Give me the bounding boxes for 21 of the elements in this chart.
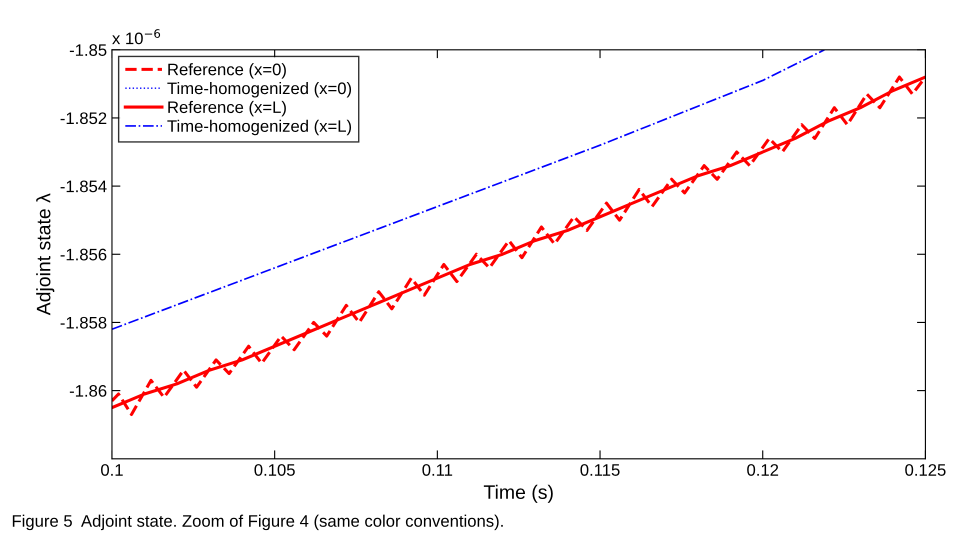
y-tick-label: -1.854 [60,180,107,192]
x-tick-label: 0.125 [905,464,946,476]
legend-label: Time-homogenized (x=0) [167,82,352,98]
y-axis-title: Adjoint state λ [36,193,54,316]
x-tick-label: 0.115 [580,464,620,476]
legend-label: Reference (x=0) [168,63,286,79]
legend-label: Time-homogenized (x=L) [167,120,352,136]
y-tick-label: -1.856 [60,248,106,260]
y-tick-label: -1.852 [60,112,106,124]
x-axis-title: Time (s) [484,484,553,503]
text: x 10$^{−6}$ [112,29,160,44]
x-tick-label: 0.11 [422,464,452,476]
x-tick-label: 0.1 [101,464,123,476]
x-tick-label: 0.105 [254,464,295,476]
y-tick-label: -1.85 [70,44,106,56]
legend-label: Reference (x=L) [168,100,286,116]
x-tick-label: 0.12 [747,464,778,476]
y-tick-label: -1.86 [70,385,106,397]
caption: Figure 5 Adjoint state. Zoom of Figure 4 (same color conventions). [12,514,503,530]
line-series [112,50,826,330]
y-tick-label: -1.858 [60,316,106,329]
